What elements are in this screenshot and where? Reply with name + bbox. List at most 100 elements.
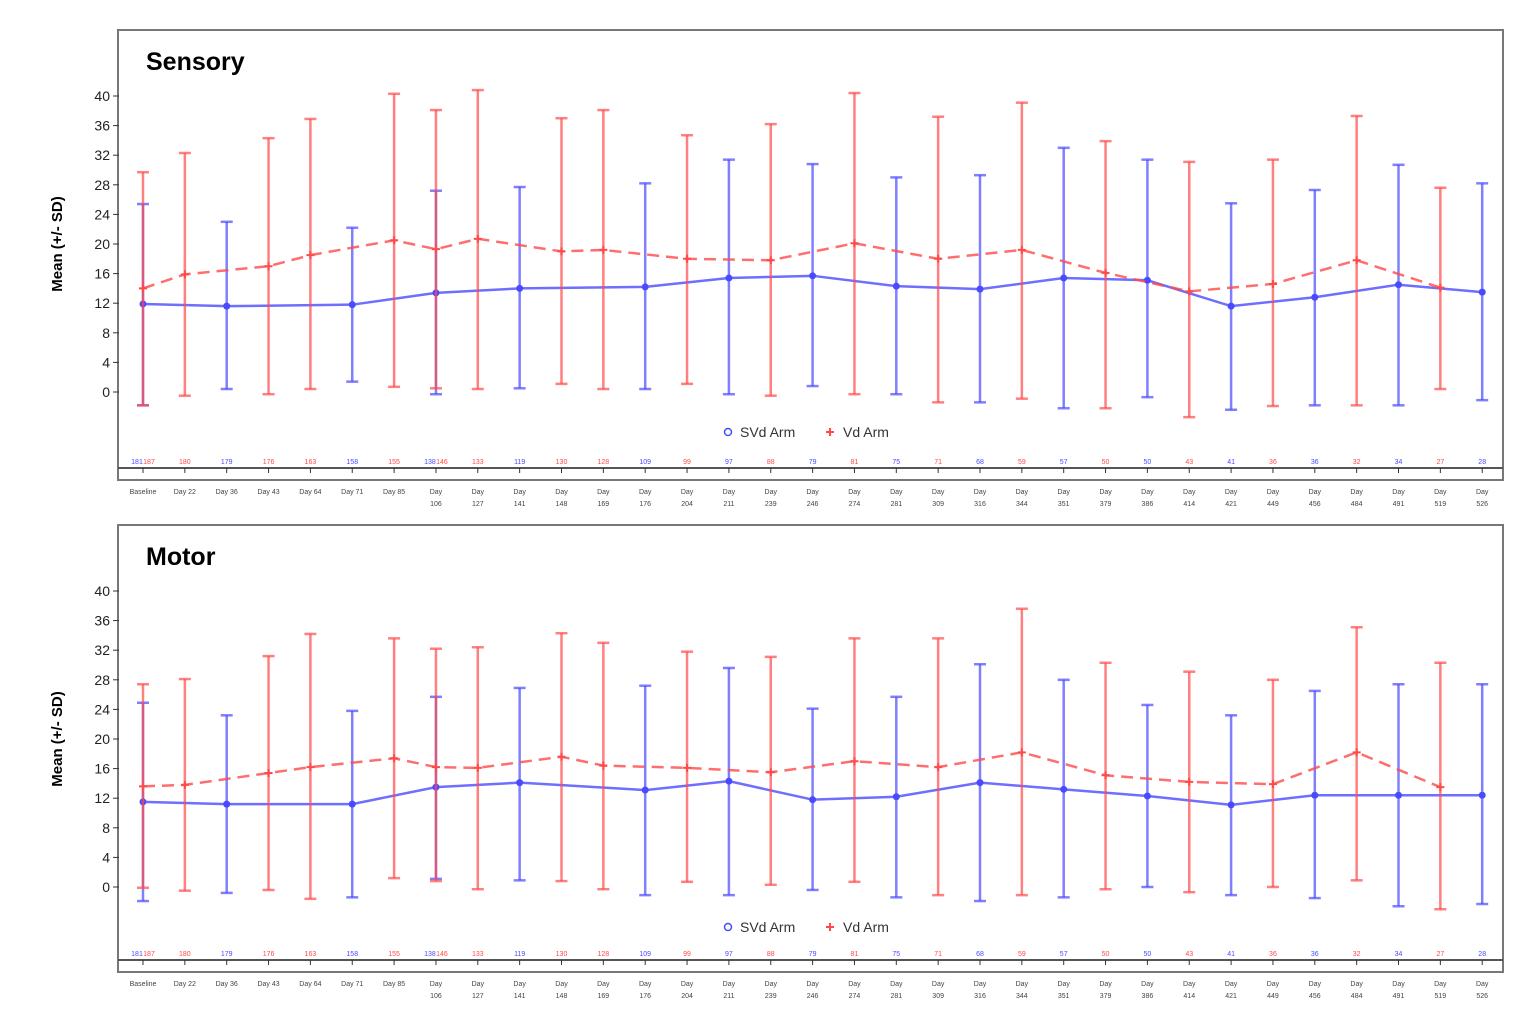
x-tick-label-line: Day: [430, 489, 443, 496]
count-label: 43: [1185, 951, 1193, 958]
x-tick-label: Day 106: [430, 981, 443, 1000]
x-tick-label-line: 351: [1058, 993, 1070, 1000]
x-tick-label: Day 351: [1057, 489, 1070, 508]
data-point: [892, 793, 900, 801]
x-tick-label: Day 274: [848, 489, 861, 508]
x-tick-label: Day 85: [383, 981, 405, 988]
count-label: 68: [976, 459, 984, 466]
data-point: [599, 761, 608, 770]
x-tick-label: Day 22: [174, 981, 196, 988]
x-tick-label: Day 169: [597, 981, 610, 1000]
x-tick-label: Day 379: [1099, 981, 1112, 1000]
x-tick-label: Day 239: [765, 981, 778, 1000]
x-tick-label-line: 484: [1351, 501, 1363, 508]
count-label: 28: [1478, 459, 1486, 466]
count-label: 59: [1018, 951, 1026, 958]
x-tick-label: Day 64: [299, 489, 321, 496]
chart-panel-sensory: Sensory 0 4 8 12 16 20 24 28 32 36 40 Mean (+/- SD) B…: [49, 29, 1504, 508]
count-label: 99: [683, 459, 691, 466]
legend-plus-icon: [826, 428, 834, 436]
x-tick-label-line: 414: [1183, 501, 1195, 508]
x-tick-label: Day 239: [765, 489, 778, 508]
data-point: [139, 284, 147, 293]
x-tick-label-line: 169: [598, 993, 610, 1000]
y-tick-label: 4: [102, 354, 110, 370]
data-point: [139, 782, 147, 791]
data-point: [348, 301, 356, 309]
data-point: [1352, 748, 1361, 757]
x-tick-label: Day 85: [383, 489, 405, 496]
y-tick-label: 28: [94, 177, 110, 193]
data-point: [641, 283, 649, 291]
data-point: [1185, 287, 1194, 296]
x-tick-label: Day 71: [341, 489, 363, 496]
x-tick-label-line: Day: [806, 489, 819, 496]
x-tick-label: Day 204: [681, 489, 694, 508]
count-label: 155: [388, 951, 400, 958]
data-point: [223, 302, 231, 310]
x-tick-label: Day 456: [1309, 489, 1322, 508]
y-tick-label: 28: [94, 672, 110, 688]
data-point: [1227, 801, 1235, 809]
x-tick-label-line: Day: [1183, 489, 1196, 496]
x-tick-label-line: 141: [514, 501, 526, 508]
x-tick-label-line: 141: [514, 993, 526, 1000]
count-label: 187: [143, 459, 155, 466]
data-point: [1185, 777, 1194, 786]
y-tick-label: 32: [94, 147, 110, 163]
data-point: [1352, 256, 1361, 265]
x-tick-label: Day 127: [472, 981, 485, 1000]
x-tick-label: Day 281: [890, 981, 903, 1000]
data-point: [1395, 281, 1402, 289]
x-tick-label-line: Day: [1141, 489, 1154, 496]
data-point: [306, 763, 315, 772]
count-label: 57: [1060, 951, 1068, 958]
data-point: [1436, 283, 1445, 292]
legend-circle-icon: [723, 427, 733, 437]
data-point: [683, 763, 692, 772]
count-label: 34: [1395, 951, 1403, 958]
x-tick-label: Day 43: [257, 981, 279, 988]
data-point: [725, 777, 733, 785]
count-label: 28: [1478, 951, 1486, 958]
y-tick-label: 8: [102, 820, 110, 836]
count-label: 50: [1102, 459, 1110, 466]
x-tick-label-line: 379: [1100, 501, 1112, 508]
x-tick-label-line: Day: [1350, 981, 1363, 988]
x-tick-label-line: Day: [1392, 489, 1405, 496]
data-point: [390, 236, 399, 245]
x-tick-label: Day 169: [597, 489, 610, 508]
x-tick-label-line: 239: [765, 501, 777, 508]
count-label: 81: [851, 951, 859, 958]
count-label: 158: [346, 951, 358, 958]
count-label: 133: [472, 459, 484, 466]
count-label: 32: [1353, 951, 1361, 958]
x-tick-label: Day 274: [848, 981, 861, 1000]
y-tick-label: 0: [102, 384, 110, 400]
count-label: 71: [934, 951, 942, 958]
y-tick-label: 24: [94, 701, 110, 717]
x-tick-label: Day 484: [1350, 489, 1363, 508]
x-tick-label-line: 169: [598, 501, 610, 508]
x-tick-label-line: 274: [849, 993, 861, 1000]
x-tick-label: Day 414: [1183, 489, 1196, 508]
data-point: [1227, 302, 1235, 310]
x-tick-label-line: Day: [472, 981, 485, 988]
data-point: [976, 285, 984, 293]
x-tick-label: Day 176: [639, 981, 652, 1000]
count-label: 75: [892, 459, 900, 466]
x-tick-label-line: Day: [1309, 489, 1322, 496]
x-tick-label-line: 239: [765, 993, 777, 1000]
y-tick-label: 12: [94, 295, 110, 311]
x-tick-label: Day 456: [1309, 981, 1322, 1000]
x-tick-label-line: Day: [513, 981, 526, 988]
x-tick-label-line: 204: [681, 501, 693, 508]
x-tick-label-line: 246: [807, 993, 819, 1000]
y-tick-label: 36: [94, 118, 110, 134]
count-label: 41: [1227, 459, 1235, 466]
count-label: 36: [1311, 951, 1319, 958]
x-tick-label: Day 344: [1016, 981, 1029, 1000]
y-axis-label: Mean (+/- SD): [49, 196, 66, 291]
x-tick-label-line: 316: [974, 993, 986, 1000]
legend: SVd Arm Vd Arm: [723, 424, 889, 440]
